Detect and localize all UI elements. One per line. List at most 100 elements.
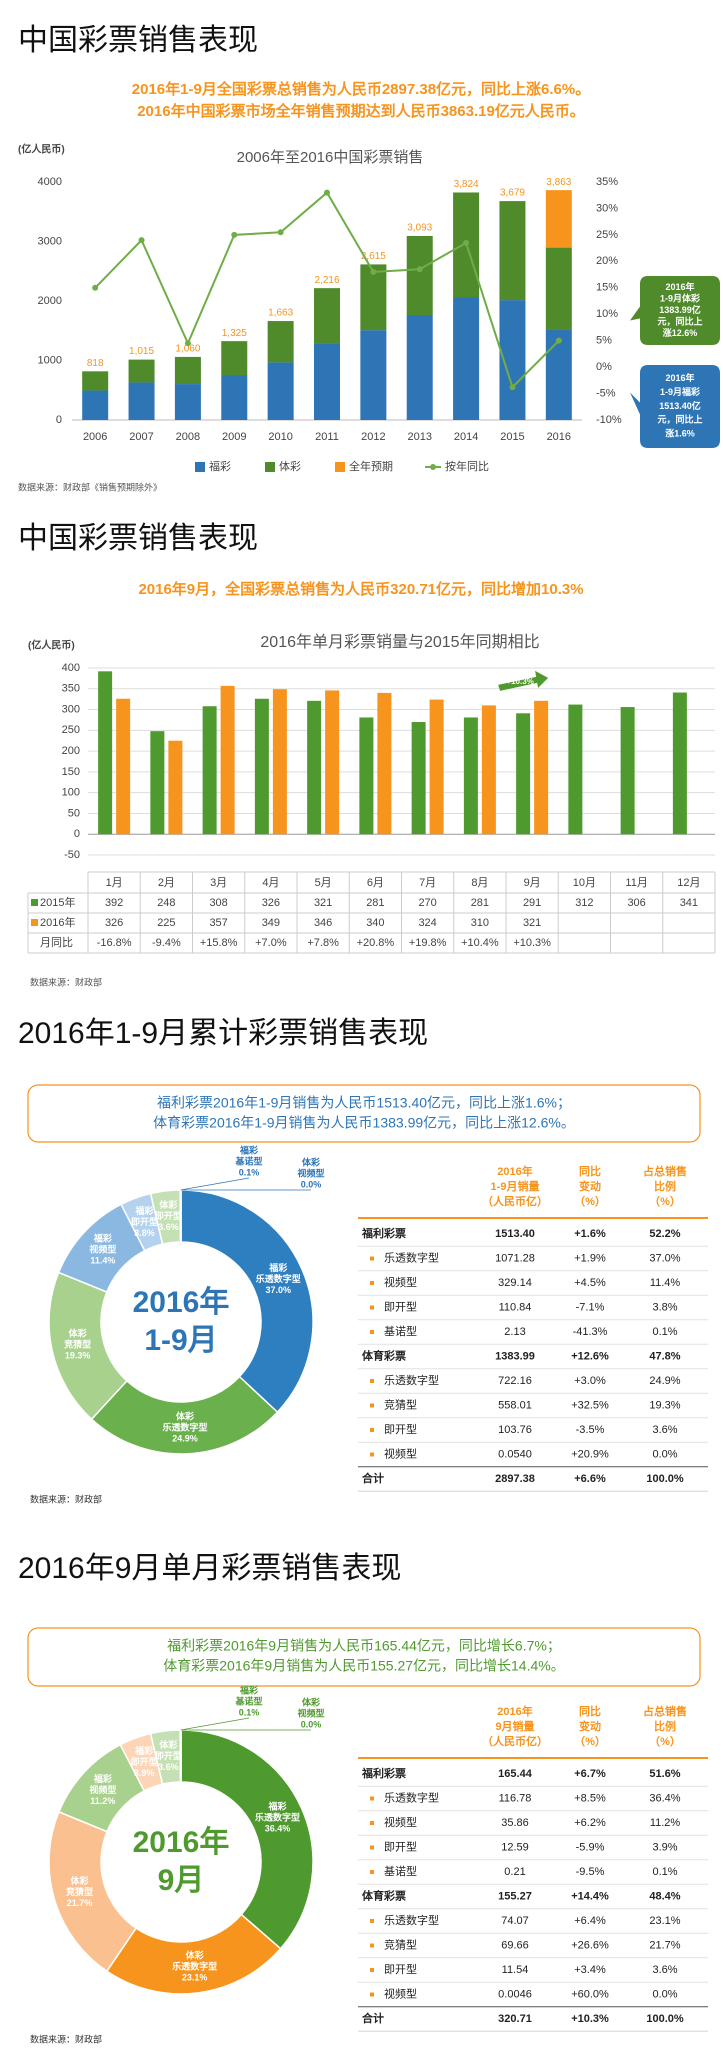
bar-segment	[406, 235, 433, 315]
slice-label: 3.6%	[158, 1762, 179, 1772]
x-tick-label: 10月	[573, 877, 596, 889]
slice-label: 3.9%	[134, 1768, 155, 1778]
slice-label: 11.2%	[90, 1796, 115, 1806]
slice-label: 竞猜型	[65, 1886, 93, 1897]
x-tick-label: 3月	[210, 877, 227, 889]
yoy-point	[555, 337, 562, 344]
bar	[516, 713, 531, 835]
section-title: 2016年1-9月累计彩票销售表现	[18, 1017, 428, 1050]
section-title: 2016年9月单月彩票销售表现	[18, 1552, 401, 1585]
slice-label: 福彩	[93, 1773, 112, 1784]
x-tick-label: 7月	[419, 877, 436, 889]
slice-label: 乐透数字型	[255, 1811, 300, 1822]
table-cell: 2.13	[504, 1326, 525, 1338]
table-cell: 11.4%	[650, 1277, 681, 1289]
table-cell: 74.07	[501, 1915, 529, 1927]
table-cell: 103.76	[498, 1424, 532, 1436]
table-cell: 100.0%	[646, 2013, 684, 2025]
y-tick-label: 100	[62, 787, 80, 799]
table-cell: 0.0540	[498, 1448, 532, 1460]
bar-segment	[499, 201, 526, 301]
table-cell: +20.9%	[571, 1448, 609, 1460]
bar-segment	[128, 382, 155, 420]
x-tick-label: 2014	[454, 431, 478, 443]
summary-text: 福利彩票2016年1-9月销售为人民币1513.40亿元，同比上涨1.6%；	[157, 1095, 571, 1112]
table-cell: 320.71	[498, 2013, 532, 2025]
table-header: 同比	[579, 1164, 601, 1178]
table-cell: 福利彩票	[361, 1226, 406, 1240]
x-tick-label: 6月	[367, 877, 384, 889]
total-label: 2,216	[314, 275, 339, 286]
leader-line	[180, 1177, 250, 1191]
y-tick-label: 200	[62, 745, 80, 757]
bar	[220, 685, 235, 835]
bullet	[370, 1796, 374, 1801]
table-cell: 3.6%	[652, 1424, 677, 1436]
slice-label: 乐透数字型	[172, 1960, 217, 1971]
table-cell: 36.4%	[649, 1792, 680, 1804]
bar	[150, 731, 165, 835]
total-label: 3,093	[407, 223, 432, 234]
table-value: 357	[209, 917, 227, 929]
table-cell: 110.84	[499, 1301, 532, 1313]
y-tick-label: 50	[68, 807, 80, 819]
table-cell: 11.2%	[650, 1817, 681, 1829]
total-label: 1,060	[175, 344, 200, 355]
bar-segment	[545, 190, 572, 248]
table-header: （%）	[649, 1195, 681, 1208]
bar	[429, 699, 444, 835]
subtitle: 2016年中国彩票市场全年销售预期达到人民币3863.19亿元人民币。	[137, 102, 585, 120]
bar	[168, 740, 183, 835]
callout-box	[630, 276, 720, 345]
summary-box	[27, 1084, 701, 1143]
table-change: +20.8%	[357, 937, 395, 949]
table-cell: 福利彩票	[361, 1766, 406, 1780]
table-value: 270	[418, 897, 436, 909]
slice-label: 视频型	[297, 1167, 324, 1178]
x-tick-label: 5月	[315, 877, 332, 889]
table-cell: 558.01	[498, 1399, 532, 1411]
table-cell: +3.0%	[574, 1375, 606, 1387]
x-tick-label: 2月	[158, 877, 175, 889]
slice-label: 37.0%	[265, 1285, 291, 1295]
x-tick-label: 8月	[471, 877, 488, 889]
slice-label: 体彩	[69, 1328, 87, 1339]
bullet	[370, 1281, 374, 1285]
table-header: （%）	[574, 1195, 606, 1208]
bullet	[370, 1845, 374, 1850]
yoy-point	[231, 231, 238, 238]
y2-tick-label: 0%	[596, 361, 612, 373]
slice-label: 23.1%	[182, 1972, 208, 1982]
source-note: 数据来源：财政部	[30, 976, 102, 987]
slice-label: 21.7%	[67, 1898, 93, 1908]
x-tick-label: 2012	[361, 431, 385, 443]
bullet	[370, 1870, 374, 1874]
table-cell: 0.0046	[498, 1988, 532, 2000]
table-cell: -3.5%	[576, 1424, 605, 1436]
table-cell: 即开型	[384, 1422, 417, 1436]
table-value: 310	[471, 917, 489, 929]
table-cell: +4.5%	[574, 1277, 606, 1289]
bullet	[370, 1943, 374, 1948]
y2-tick-label: 5%	[596, 335, 612, 347]
yoy-point	[509, 384, 516, 391]
legend-swatch	[195, 462, 205, 472]
table-cell: 0.21	[504, 1866, 525, 1878]
table-value: 324	[418, 917, 436, 929]
table-value: 291	[523, 897, 541, 909]
table-cell: 19.3%	[649, 1399, 680, 1411]
slice-label: 24.9%	[172, 1433, 198, 1443]
chart-title: 2016年单月彩票销量与2015年同期相比	[260, 633, 539, 651]
table-cell: -41.3%	[573, 1326, 608, 1338]
table-header: 变动	[579, 1719, 601, 1733]
bar-segment	[82, 371, 109, 391]
yoy-point	[324, 189, 330, 196]
table-value: 349	[262, 917, 280, 929]
slice-label: 3.8%	[134, 1228, 155, 1238]
summary-text: 体育彩票2016年9月销售为人民币155.27亿元，同比增长14.4%。	[163, 1658, 564, 1674]
x-tick-label: 2007	[129, 431, 153, 443]
yoy-point	[138, 237, 145, 244]
table-cell: 12.59	[501, 1841, 529, 1853]
y-tick-label: 250	[62, 724, 80, 736]
